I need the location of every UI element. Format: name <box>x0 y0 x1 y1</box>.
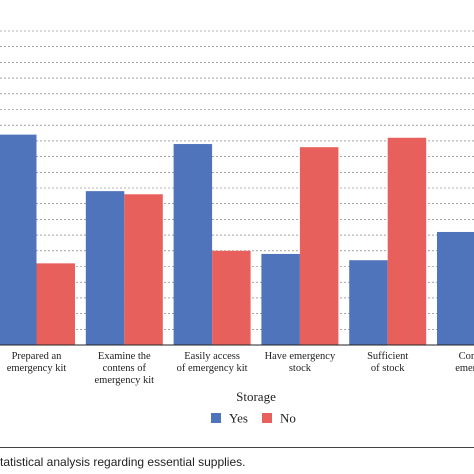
figure-caption: tatistical analysis regarding essential … <box>0 455 246 469</box>
bar-no-5 <box>387 137 427 345</box>
bar-no-1 <box>36 263 75 345</box>
caption-divider <box>0 447 474 448</box>
x-axis-title: Storage <box>236 389 276 404</box>
x-tick-labels: Prepared an emergency kit Examine the conte… <box>7 351 474 386</box>
x-tick-label: Examine the contens of emergency kit <box>95 351 155 386</box>
bar-yes-3 <box>173 144 213 345</box>
bar-yes-5 <box>349 260 388 345</box>
bar-yes-6 <box>437 231 474 345</box>
x-tick-label: Commuemergenc <box>455 351 474 374</box>
x-tick-label: Sufficient of stock <box>367 351 408 374</box>
bar-no-4 <box>299 147 339 345</box>
bar-chart: Prepared an emergency kit Examine the conte… <box>0 30 474 426</box>
legend-swatch-yes <box>211 413 221 423</box>
x-tick-label: Prepared an emergency kit <box>7 351 67 374</box>
bar-yes-2 <box>85 191 125 345</box>
legend-label-no: No <box>280 411 296 426</box>
bar-no-3 <box>212 250 251 345</box>
legend-label-yes: Yes <box>229 411 248 426</box>
bars <box>0 134 474 345</box>
x-tick-label: Have emergency stock <box>265 351 336 374</box>
bar-no-2 <box>124 194 163 345</box>
bar-yes-4 <box>261 253 300 345</box>
x-tick-label: Easily access of emergency kit <box>177 351 248 374</box>
bar-yes-1 <box>0 134 37 345</box>
legend: Yes No <box>211 411 296 426</box>
legend-swatch-no <box>262 413 272 423</box>
